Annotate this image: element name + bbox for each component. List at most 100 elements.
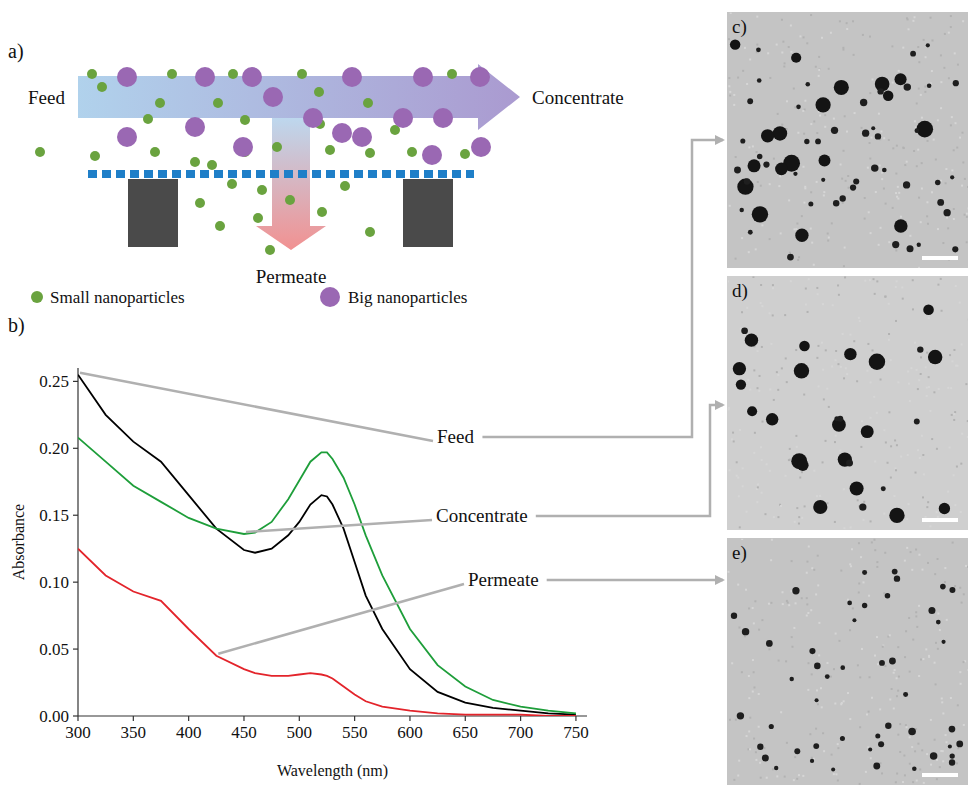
texture (921, 162, 923, 164)
texture (900, 216, 902, 218)
leader-line (80, 373, 433, 441)
texture (925, 648, 927, 650)
texture (912, 20, 914, 22)
particle (815, 698, 819, 702)
texture (949, 354, 951, 356)
texture (950, 124, 952, 126)
particle (813, 500, 827, 514)
texture (830, 32, 832, 34)
texture (818, 654, 820, 656)
texture (846, 373, 848, 375)
texture (936, 759, 938, 761)
texture (867, 343, 869, 345)
texture (772, 284, 774, 286)
texture (893, 672, 895, 674)
texture (760, 446, 762, 448)
texture (960, 511, 962, 513)
texture (753, 671, 755, 673)
texture (816, 495, 818, 497)
texture (801, 597, 803, 599)
particle (862, 603, 867, 608)
y-tick (73, 715, 78, 716)
small-particle (363, 98, 373, 108)
texture (753, 686, 755, 688)
particle (850, 184, 856, 190)
texture (926, 387, 928, 389)
texture (926, 395, 928, 397)
texture (737, 584, 739, 586)
key-label: Big nanoparticles (348, 288, 467, 307)
texture (860, 556, 862, 558)
texture (936, 448, 938, 450)
texture (945, 168, 947, 170)
texture (852, 607, 854, 609)
texture (742, 485, 744, 487)
small-particle (460, 149, 470, 159)
texture (952, 542, 954, 544)
texture (761, 305, 763, 307)
small-particle (407, 147, 417, 157)
texture (776, 371, 778, 373)
texture (813, 120, 815, 122)
texture (963, 593, 965, 595)
texture (781, 124, 783, 126)
texture (777, 516, 779, 518)
texture (823, 750, 825, 752)
texture (916, 369, 918, 371)
texture (755, 248, 757, 250)
texture (816, 181, 818, 183)
texture (950, 697, 952, 699)
texture (910, 551, 912, 553)
texture (780, 232, 782, 234)
texture (833, 118, 835, 120)
particle (740, 138, 745, 143)
texture (894, 439, 896, 441)
small-particle (150, 147, 160, 157)
small-particle (143, 114, 153, 124)
particle (734, 167, 741, 174)
texture (852, 20, 854, 22)
texture (872, 78, 874, 80)
texture (880, 762, 882, 764)
texture (918, 379, 920, 381)
texture (783, 65, 785, 67)
texture (858, 591, 860, 593)
x-tick (188, 716, 189, 721)
texture (815, 728, 817, 730)
texture (789, 459, 791, 461)
texture (967, 186, 968, 188)
y-tick-label: 0.20 (39, 439, 69, 458)
texture (883, 188, 885, 190)
texture (937, 228, 939, 230)
texture (834, 521, 836, 523)
small-particle (314, 87, 324, 97)
texture (888, 303, 890, 305)
particle (831, 767, 835, 771)
texture (794, 106, 796, 108)
texture (807, 311, 809, 313)
texture (777, 113, 779, 115)
texture (761, 459, 763, 461)
texture (793, 779, 795, 781)
texture (954, 504, 956, 506)
particle (935, 180, 941, 186)
texture (729, 719, 731, 721)
texture (961, 132, 963, 134)
texture (739, 526, 741, 528)
texture (962, 20, 964, 22)
texture (868, 211, 870, 213)
particle (839, 195, 845, 201)
texture (909, 736, 911, 738)
texture (764, 513, 766, 515)
texture (881, 772, 883, 774)
series-line (78, 549, 576, 716)
small-particle (285, 195, 295, 205)
texture (915, 472, 917, 474)
particle (794, 363, 809, 378)
texture (781, 19, 783, 21)
texture (897, 690, 899, 692)
texture (883, 592, 885, 594)
texture (832, 304, 834, 306)
particle (745, 333, 758, 346)
particle (871, 164, 878, 171)
